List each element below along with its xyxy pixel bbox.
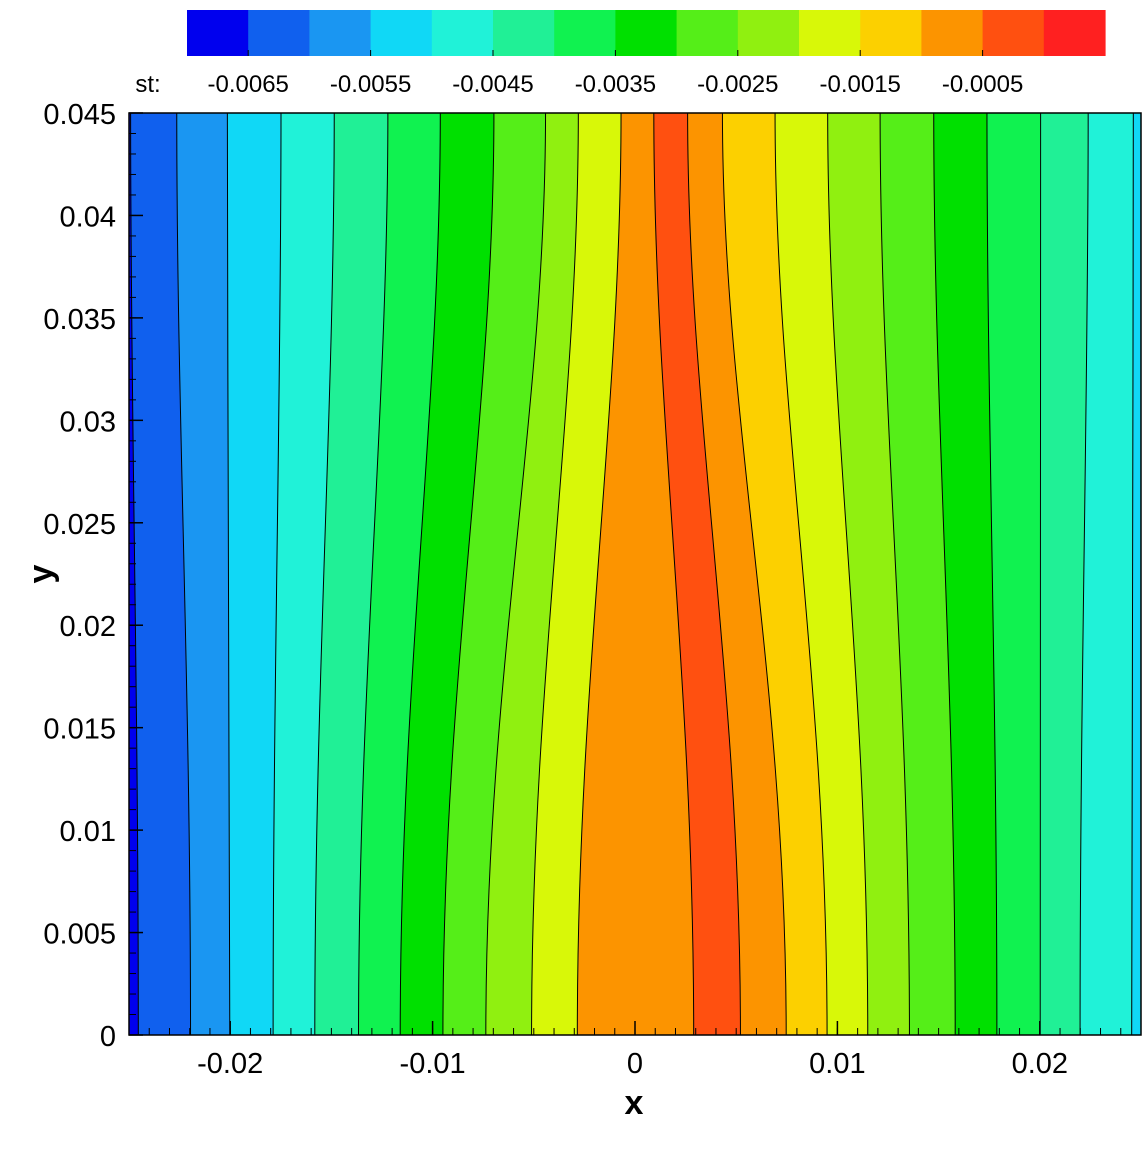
contour-band-21 — [1080, 113, 1133, 1035]
y-tick-label: 0.02 — [60, 611, 116, 643]
contour-band-22 — [1132, 113, 1146, 1035]
x-tick-label: 0 — [627, 1048, 643, 1080]
colorbar-tick-label: -0.0025 — [697, 71, 778, 98]
colorbar-swatch-13 — [983, 10, 1045, 56]
colorbar-swatch-1 — [248, 10, 310, 56]
colorbar-swatch-10 — [799, 10, 861, 56]
colorbar-swatch-0 — [187, 10, 249, 56]
colorbar-swatch-3 — [371, 10, 433, 56]
plot-area — [124, 113, 1146, 1035]
colorbar-variable-label: st: — [135, 71, 160, 98]
colorbar-swatch-11 — [860, 10, 922, 56]
colorbar-swatch-6 — [554, 10, 616, 56]
y-tick-label: 0.035 — [43, 304, 116, 336]
colorbar-swatch-12 — [921, 10, 983, 56]
x-tick-label: 0.01 — [809, 1048, 865, 1080]
y-tick-label: 0.015 — [43, 714, 116, 746]
colorbar-tick-label: -0.0015 — [819, 71, 900, 98]
x-tick-label: 0.02 — [1012, 1048, 1068, 1080]
y-tick-label: 0.04 — [60, 201, 116, 233]
y-tick-label: 0.005 — [43, 919, 116, 951]
x-tick-label: -0.01 — [400, 1048, 466, 1080]
colorbar-tick-label: -0.0045 — [452, 71, 533, 98]
colorbar-swatch-4 — [432, 10, 494, 56]
colorbar-swatch-8 — [677, 10, 739, 56]
colorbar-tick-label: -0.0055 — [330, 71, 411, 98]
y-tick-label: 0.03 — [60, 406, 116, 438]
y-axis-title: y — [22, 564, 60, 583]
contour-band-3 — [227, 113, 281, 1035]
colorbar-tick-label: -0.0065 — [207, 71, 288, 98]
x-tick-label: -0.02 — [197, 1048, 263, 1080]
colorbar-tick-label: -0.0005 — [942, 71, 1023, 98]
x-axis-title: x — [625, 1084, 644, 1122]
colorbar-legend — [187, 10, 1106, 56]
colorbar-tick-labels: -0.0065 -0.0055 -0.0045 -0.0035 -0.0025 -0.00… — [207, 50, 1023, 98]
y-tick-label: 0.01 — [60, 816, 116, 848]
y-tick-label: 0.045 — [43, 99, 116, 131]
colorbar-swatch-5 — [493, 10, 555, 56]
colorbar-tick-label: -0.0035 — [575, 71, 656, 98]
y-tick-label: 0.025 — [43, 509, 116, 541]
y-tick-label: 0 — [100, 1021, 116, 1053]
colorbar-swatch-14 — [1044, 10, 1106, 56]
colorbar-swatch-7 — [615, 10, 677, 56]
colorbar-swatch-2 — [309, 10, 371, 56]
colorbar-swatch-9 — [738, 10, 800, 56]
